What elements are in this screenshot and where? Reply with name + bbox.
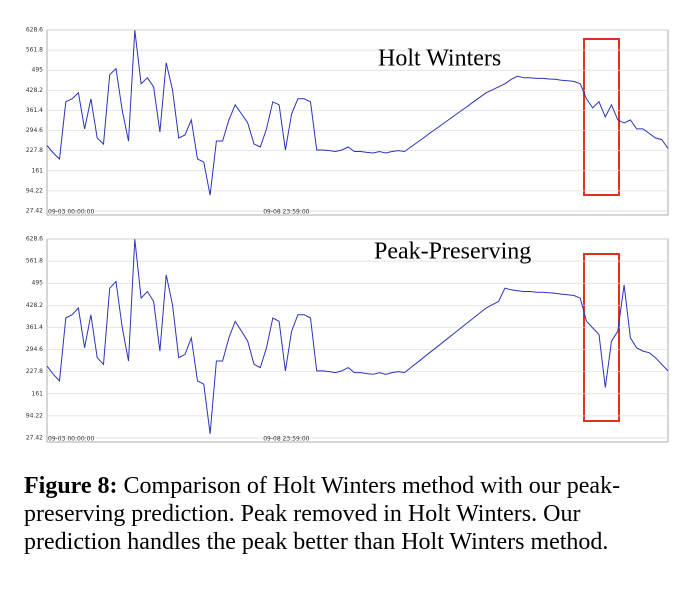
y-tick-label: 94.22 — [26, 412, 43, 419]
annotation: Holt Winters — [378, 46, 501, 72]
caption-label: Figure 8: — [24, 473, 118, 499]
y-tick-label: 428.2 — [26, 87, 43, 94]
x-tick-label: 09-03 00:00:00 — [48, 209, 94, 216]
y-tick-label: 628.6 — [26, 27, 43, 34]
x-tick-label: 09-08 23:59:00 — [263, 436, 309, 443]
y-tick-label: 628.6 — [26, 236, 43, 243]
highlight-box — [583, 253, 620, 422]
x-tick-label: 09-03 00:00:00 — [48, 436, 94, 443]
y-tick-label: 27.42 — [26, 208, 43, 215]
figure: 27.42 94.22 161 227.8 294.6 361.4 428.2 495 561.… — [26, 27, 669, 443]
y-tick-label: 361.4 — [26, 107, 43, 114]
highlight-box — [583, 38, 620, 196]
x-tick-label: 09-08 23:59:00 — [263, 209, 309, 216]
annotation: Peak-Preserving — [374, 239, 531, 265]
data-line — [46, 30, 669, 196]
y-tick-label: 227.8 — [26, 147, 43, 154]
plot-area — [46, 238, 669, 443]
y-tick-label: 495 — [32, 67, 44, 74]
caption-text: Comparison of Holt Winters method with o… — [24, 473, 621, 555]
y-tick-label: 161 — [32, 390, 44, 397]
y-tick-label: 161 — [32, 167, 44, 174]
plot-area — [46, 29, 669, 216]
data-line — [46, 239, 669, 434]
y-tick-label: 361.4 — [26, 324, 43, 331]
y-tick-label: 27.42 — [26, 435, 43, 442]
y-tick-label: 294.6 — [26, 346, 43, 353]
y-tick-label: 227.8 — [26, 368, 43, 375]
y-tick-label: 561.8 — [26, 47, 43, 54]
y-tick-label: 94.22 — [26, 187, 43, 194]
y-tick-label: 428.2 — [26, 302, 43, 309]
y-tick-label: 495 — [32, 280, 44, 287]
y-tick-label: 294.6 — [26, 127, 43, 134]
y-tick-label: 561.8 — [26, 258, 43, 265]
caption: Figure 8: Comparison of Holt Winters met… — [24, 472, 674, 556]
